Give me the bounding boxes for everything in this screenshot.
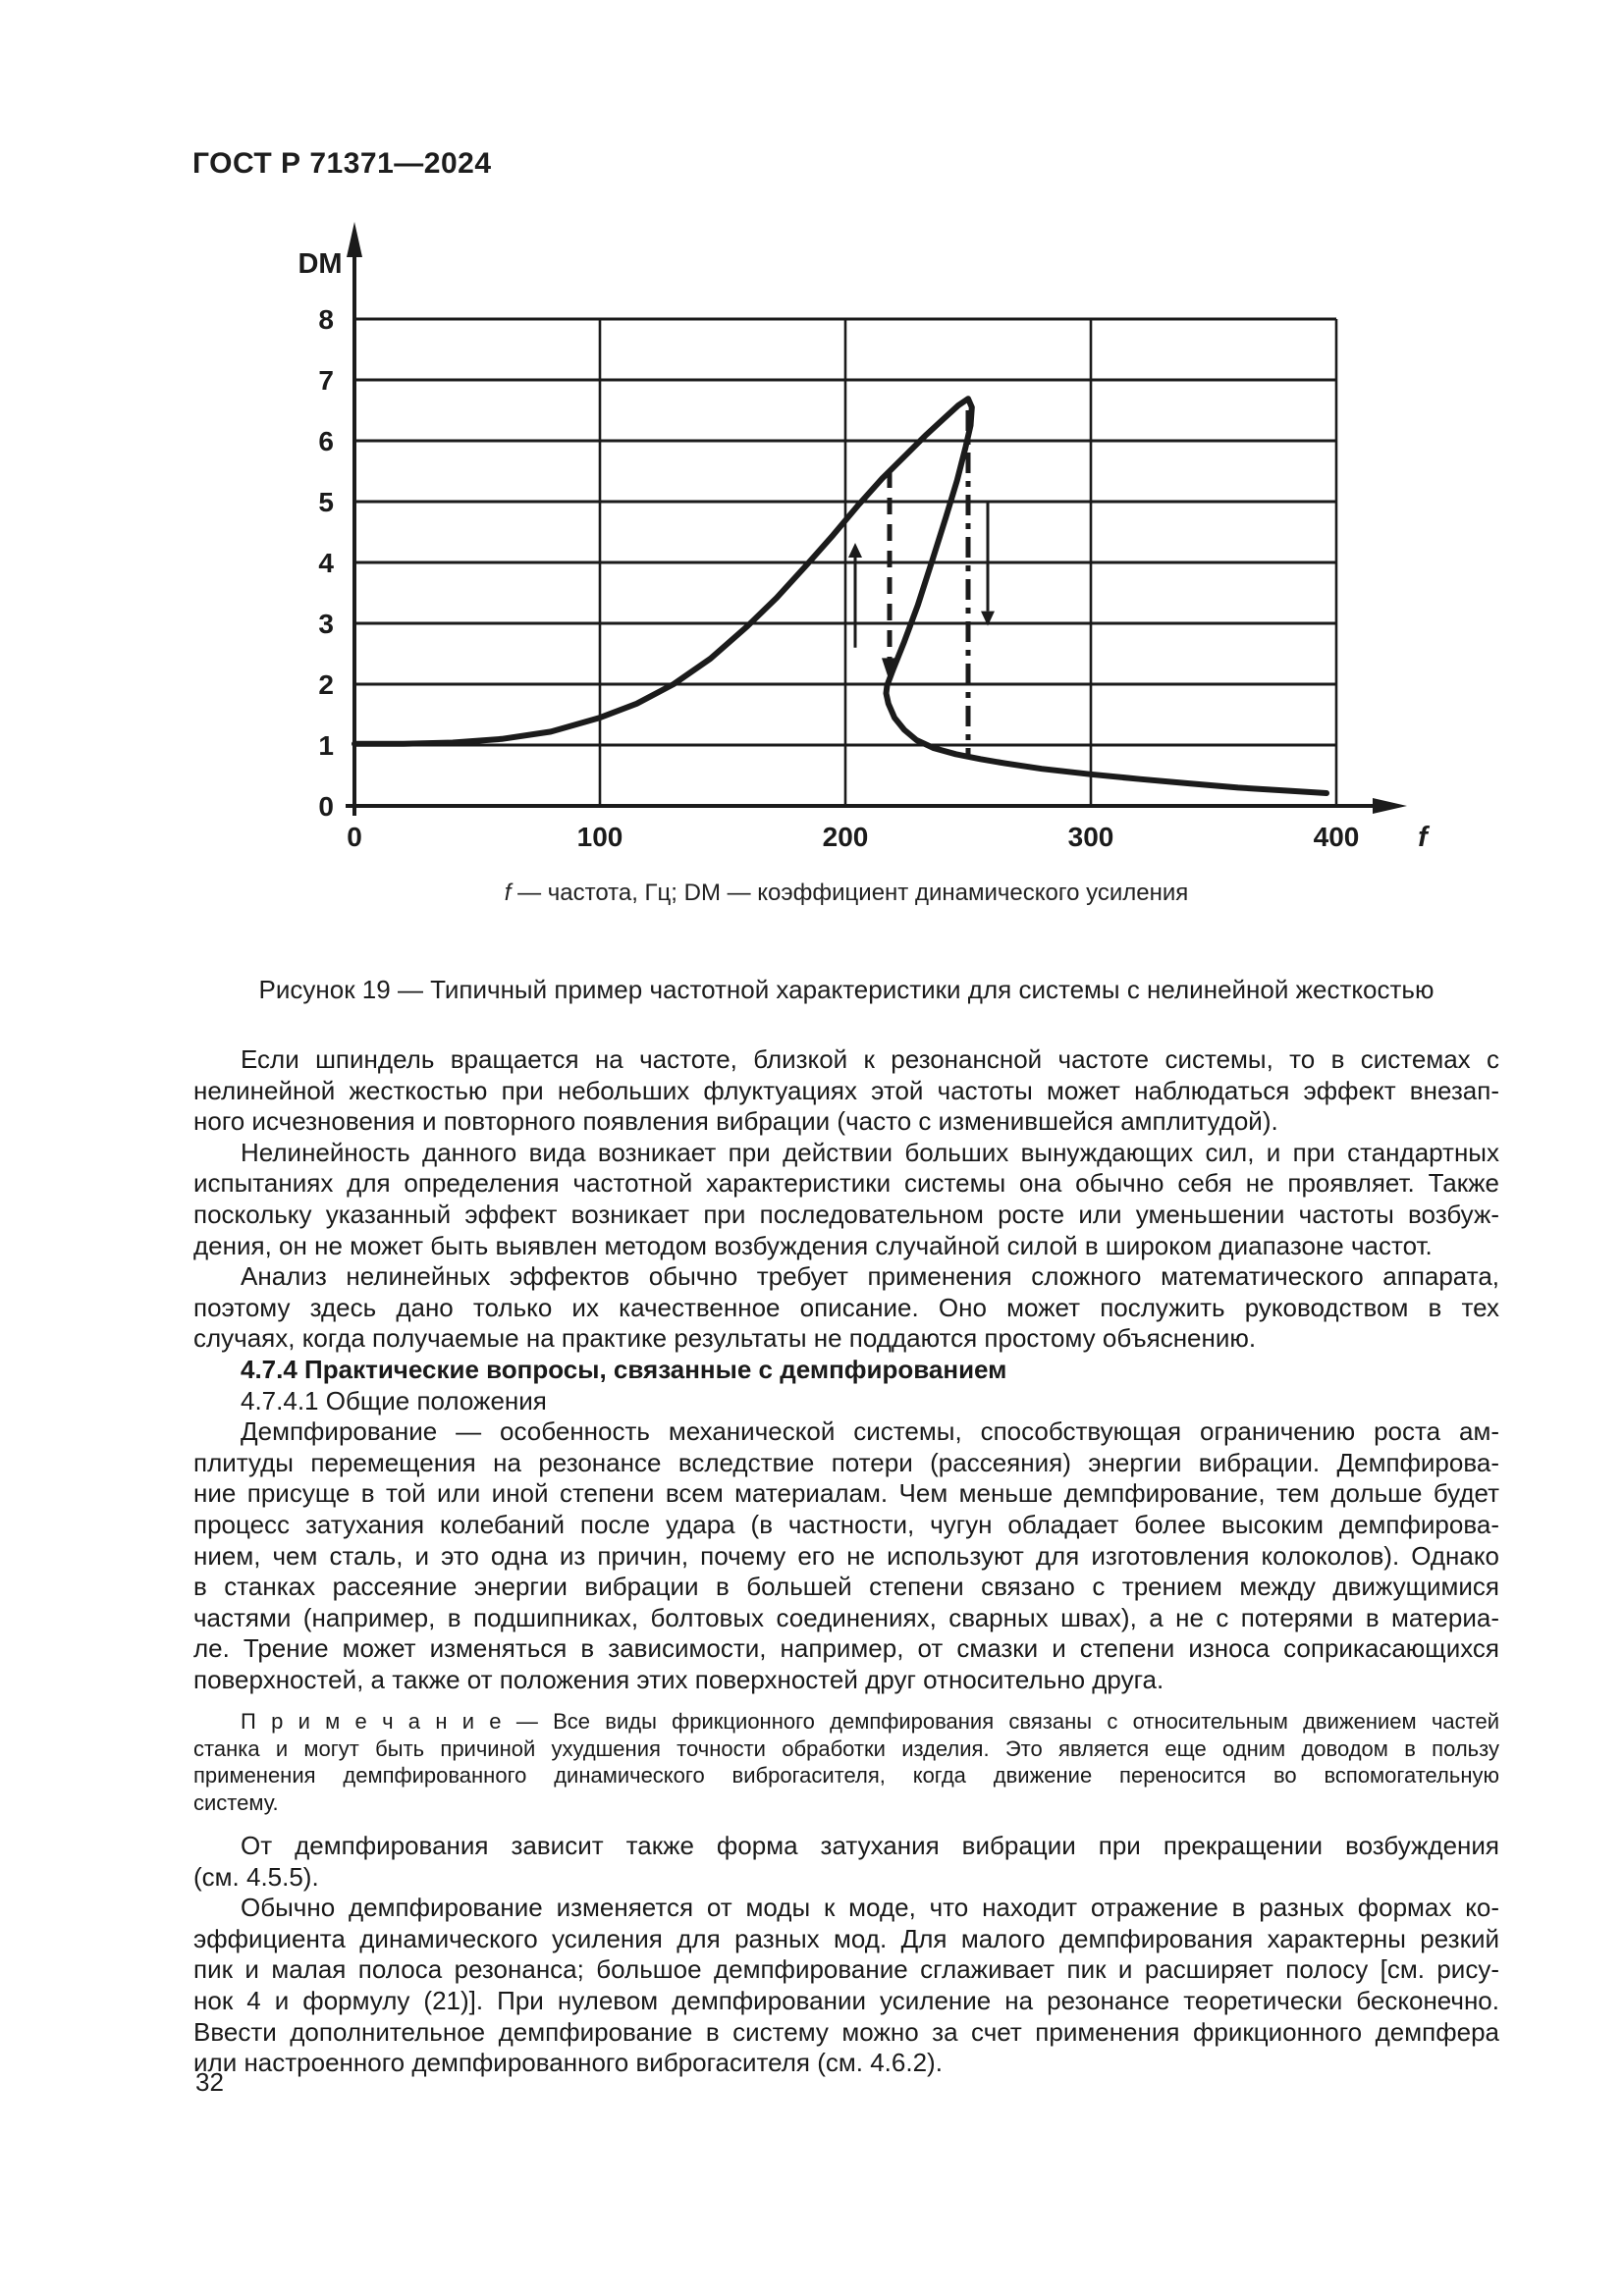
- text-line: Демпфирование — особенность механической…: [241, 1416, 1499, 1447]
- x-axis-arrow-icon: [1373, 798, 1407, 814]
- text-line: нием, чем сталь, и это одна из причин, п…: [193, 1540, 1499, 1571]
- text-line: поэтому здесь дано только их качественно…: [193, 1292, 1499, 1322]
- text-line: нок 4 и формулу (21)]. При нулевом демпф…: [193, 1986, 1499, 2016]
- text-line: ле. Трение может изменяться в зависимост…: [193, 1633, 1499, 1664]
- y-tick-label: 6: [318, 426, 334, 456]
- paragraph-body: От демпфирования зависит также форма зат…: [193, 1831, 1499, 1893]
- page-number: 32: [195, 2067, 224, 2097]
- frequency-response-chart: 0 1 2 3 4 5 6 7 8 0 100 200 300 400 DM f: [298, 222, 1431, 853]
- text-line: П р и м е ч а н и е — Все виды фрикционн…: [241, 1709, 1499, 1735]
- dm-symbol: DM: [683, 880, 721, 906]
- chart-legend-caption: f — частота, Гц; DM — коэффициент динами…: [193, 880, 1499, 907]
- direction-arrow-down-head-icon: [981, 611, 995, 626]
- direction-arrow-up-head-icon: [848, 543, 862, 559]
- f-definition: — частота, Гц;: [511, 880, 684, 906]
- text-line: ного исчезновения и повторного появления…: [193, 1106, 1278, 1137]
- y-tick-label: 4: [318, 548, 334, 578]
- text-line: 4.7.4.1 Общие положения: [241, 1385, 547, 1415]
- text-line: Нелинейность данного вида возникает при …: [241, 1137, 1499, 1167]
- y-tick-label: 8: [318, 304, 334, 335]
- paragraph-note: П р и м е ч а н и е — Все виды фрикционн…: [193, 1708, 1499, 1816]
- paragraph-heading: 4.7.4 Практические вопросы, связанные с …: [193, 1355, 1499, 1386]
- paragraph-body: Если шпиндель вращается на частоте, близ…: [193, 1044, 1499, 1138]
- text-line: поскольку указанный эффект возникает при…: [193, 1199, 1499, 1229]
- paragraph-subheading: 4.7.4.1 Общие положения: [193, 1386, 1499, 1417]
- text-line: или настроенного демпфированного виброга…: [193, 2048, 943, 2078]
- text-line: дения, он не может быть выявлен методом …: [193, 1230, 1433, 1260]
- y-axis-title: DM: [298, 248, 342, 280]
- y-tick-label: 2: [318, 669, 334, 700]
- paragraph-body: Нелинейность данного вида возникает при …: [193, 1138, 1499, 1261]
- text-line: От демпфирования зависит также форма зат…: [241, 1831, 1499, 1861]
- x-tick-label: 300: [1068, 822, 1114, 852]
- y-tick-label: 0: [318, 791, 334, 822]
- body-text: Если шпиндель вращается на частоте, близ…: [193, 1044, 1499, 2079]
- y-tick-label: 7: [318, 365, 334, 396]
- x-tick-label: 0: [347, 822, 362, 852]
- page-title: ГОСТ Р 71371—2024: [192, 147, 492, 180]
- text-line: случаях, когда получаемые на практике ре…: [193, 1323, 1257, 1354]
- paragraph-body: Обычно демпфирование изменяется от моды …: [193, 1893, 1499, 2079]
- text-line: эффициента динамического усиления для ра…: [193, 1923, 1499, 1953]
- text-line: поверхностей, а также от положения этих …: [193, 1664, 1164, 1694]
- y-tick-label: 1: [318, 730, 334, 761]
- x-tick-label: 400: [1314, 822, 1360, 852]
- text-line: нелинейной жесткостью при небольших флук…: [193, 1075, 1499, 1105]
- text-line: систему.: [193, 1789, 279, 1815]
- x-axis-title: f: [1418, 822, 1431, 853]
- text-line: частями (например, в подшипниках, болтов…: [193, 1602, 1499, 1632]
- text-line: процесс затухания колебаний после удара …: [193, 1509, 1499, 1539]
- response-curve: [352, 396, 1329, 796]
- y-axis-arrow-icon: [347, 222, 362, 257]
- text-line: Обычно демпфирование изменяется от моды …: [241, 1893, 1499, 1923]
- text-line: Если шпиндель вращается на частоте, близ…: [241, 1044, 1499, 1074]
- x-tick-label: 100: [577, 822, 623, 852]
- f-symbol: f: [504, 880, 512, 906]
- text-line: применения демпфированного динамического…: [193, 1763, 1499, 1789]
- dm-definition: — коэффициент динамического усиления: [720, 880, 1189, 906]
- x-tick-label: 200: [823, 822, 869, 852]
- text-line: в станках рассеяние энергии вибрации в б…: [193, 1572, 1499, 1602]
- figure-caption: Рисунок 19 — Типичный пример частотной х…: [258, 975, 1435, 1004]
- text-line: пик и малая полоса резонанса; большое де…: [193, 1954, 1499, 1985]
- text-line: плитуды перемещения на резонансе вследст…: [193, 1447, 1499, 1477]
- text-line: испытаниях для определения частотной хар…: [193, 1168, 1499, 1199]
- text-line: 4.7.4 Практические вопросы, связанные с …: [241, 1354, 1007, 1384]
- text-line: (см. 4.5.5).: [193, 1861, 319, 1892]
- text-line: Анализ нелинейных эффектов обычно требуе…: [241, 1261, 1499, 1292]
- paragraph-body: Анализ нелинейных эффектов обычно требуе…: [193, 1261, 1499, 1355]
- y-tick-label: 5: [318, 487, 334, 517]
- jump-line-arrowhead-icon: [882, 658, 897, 682]
- y-tick-label: 3: [318, 609, 334, 639]
- text-line: ние присуще в той или иной степени всем …: [193, 1478, 1499, 1509]
- text-line: Ввести дополнительное демпфирование в си…: [193, 2016, 1499, 2047]
- text-line: станка и могут быть причиной ухудшения т…: [193, 1735, 1499, 1761]
- paragraph-body: Демпфирование — особенность механической…: [193, 1416, 1499, 1695]
